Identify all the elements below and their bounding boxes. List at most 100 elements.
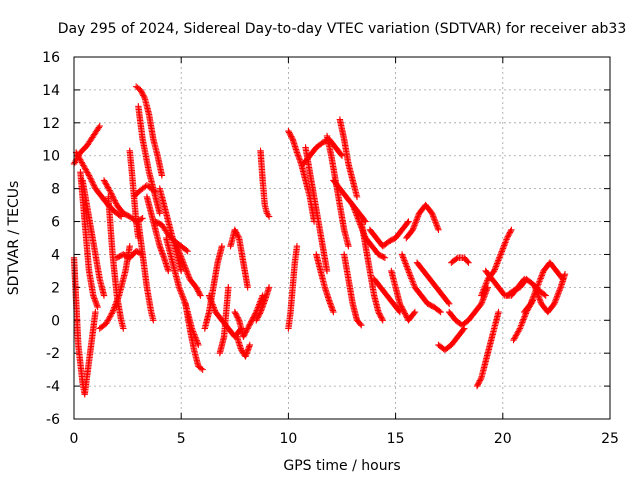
data-point [465, 259, 472, 266]
y-tick-label: 6 [51, 215, 60, 231]
data-point [323, 267, 331, 275]
ticks [73, 56, 611, 420]
data-point [493, 260, 501, 267]
y-tick-label: -4 [46, 379, 60, 395]
data-point [330, 308, 337, 316]
data-point [242, 329, 249, 336]
data-points [70, 83, 569, 398]
data-point [256, 310, 264, 317]
data-point [411, 308, 419, 316]
data-point [473, 382, 481, 390]
data-point [410, 310, 418, 317]
data-point [411, 222, 418, 229]
data-point [493, 261, 500, 269]
data-point [428, 210, 436, 217]
data-point [479, 297, 486, 305]
data-point [496, 254, 503, 261]
series-track-42 [388, 267, 419, 324]
y-tick-label: 10 [42, 149, 60, 165]
data-point [174, 246, 182, 253]
data-point [255, 312, 262, 320]
data-point [245, 322, 253, 329]
data-point [140, 92, 147, 99]
data-point [515, 326, 523, 334]
data-point [492, 263, 500, 270]
data-point [235, 233, 242, 240]
data-point [218, 243, 226, 250]
data-point [85, 172, 93, 179]
series-track-27 [257, 147, 273, 220]
data-point [491, 266, 499, 273]
data-point [150, 317, 157, 324]
data-point [413, 216, 421, 223]
data-point [179, 294, 187, 302]
chart-title: Day 295 of 2024, Sidereal Day-to-day VTE… [58, 21, 627, 37]
data-point [353, 193, 361, 201]
data-point [178, 290, 185, 297]
data-point [556, 285, 564, 293]
data-point [243, 328, 250, 335]
data-point [351, 206, 358, 213]
data-point [433, 222, 440, 229]
data-point [205, 292, 213, 299]
data-point [106, 187, 113, 194]
data-point [517, 323, 524, 331]
x-tick-label: 15 [387, 431, 405, 447]
data-point [535, 279, 543, 287]
data-point [181, 299, 189, 306]
data-point [349, 201, 356, 209]
data-point [403, 312, 410, 320]
data-point [520, 316, 527, 323]
data-point [185, 272, 192, 280]
data-point [381, 254, 389, 261]
data-point [197, 292, 204, 299]
data-point [179, 257, 186, 265]
data-point [476, 378, 483, 386]
data-point [409, 226, 416, 233]
data-point [207, 295, 214, 302]
data-point [240, 333, 247, 340]
data-point [506, 230, 513, 238]
data-point [498, 249, 505, 257]
x-tick-label: 0 [70, 431, 79, 447]
data-point [404, 264, 411, 272]
data-point [446, 300, 453, 308]
data-point [505, 232, 512, 239]
data-point [232, 310, 239, 317]
data-point [253, 315, 261, 323]
y-tick-label: -2 [46, 346, 60, 362]
data-point [554, 291, 561, 299]
data-point [405, 267, 412, 275]
data-point [173, 243, 181, 250]
data-point [156, 210, 163, 217]
data-point [405, 218, 412, 225]
data-point [481, 283, 489, 290]
data-point [350, 204, 358, 212]
data-point [158, 172, 166, 179]
series-track-36 [336, 116, 361, 201]
data-point [541, 291, 548, 298]
data-point [479, 296, 487, 303]
data-point [253, 317, 260, 324]
y-tick-label: 0 [51, 313, 60, 329]
data-point [285, 129, 293, 136]
data-point [244, 325, 251, 332]
data-point [138, 89, 146, 96]
data-point [402, 260, 409, 267]
data-point [508, 226, 515, 233]
data-point [96, 122, 103, 130]
data-point [254, 314, 261, 321]
data-point [225, 284, 232, 291]
y-tick-labels: -6 -4 -2 0 2 4 6 8 10 12 14 16 [42, 50, 60, 428]
data-point [248, 318, 255, 325]
data-point [95, 124, 103, 131]
data-point [500, 242, 508, 249]
data-point [376, 311, 384, 318]
data-point [531, 284, 539, 291]
data-point [241, 330, 249, 338]
data-point [90, 182, 98, 189]
data-point [207, 296, 215, 304]
data-point [520, 314, 528, 322]
series-track-32 [302, 144, 331, 275]
data-point [495, 255, 503, 263]
